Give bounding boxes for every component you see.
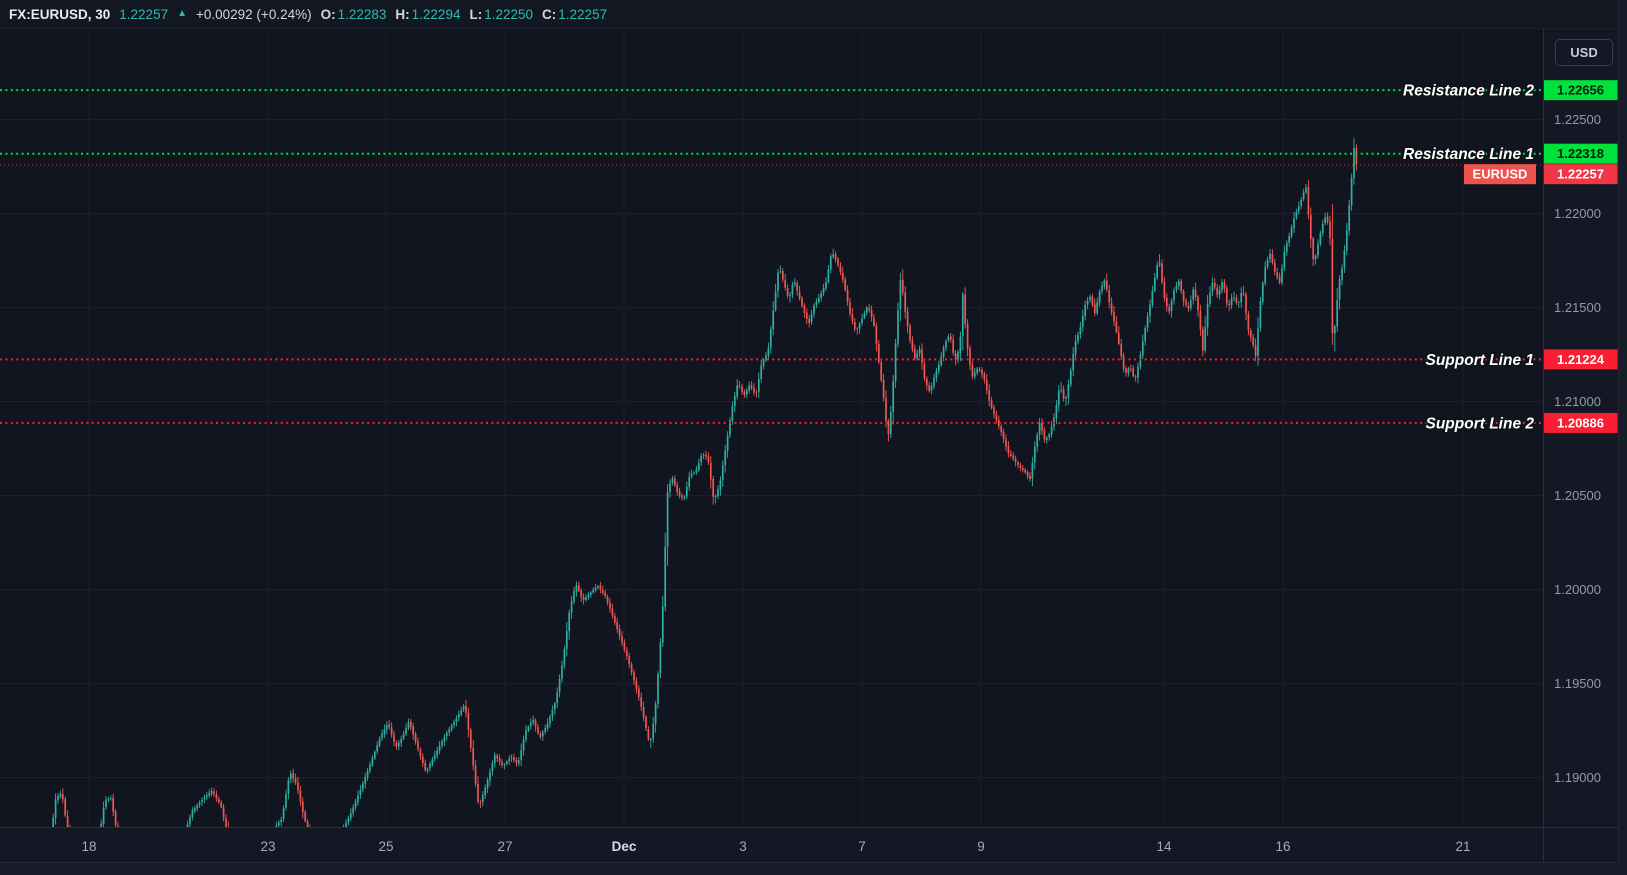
svg-text:1.22318: 1.22318: [1557, 146, 1604, 161]
price-axis[interactable]: 1.22500 1.22000 1.21500 1.21000 1.20500 1.200…: [1554, 112, 1601, 785]
current-price-line: EURUSD 1.22257: [0, 164, 1618, 185]
price-tick: 1.22000: [1554, 206, 1601, 221]
time-tick: 3: [739, 839, 747, 854]
ohlc-close: C: 1.22257: [542, 7, 607, 22]
level-support-line-1[interactable]: Support Line 1 1.21224: [0, 349, 1618, 370]
high-value: 1.22294: [411, 6, 461, 22]
up-triangle-icon: ▲: [177, 7, 187, 19]
high-label: H:: [395, 6, 410, 22]
low-value: 1.22250: [484, 6, 534, 22]
ohlc-high: H: 1.22294: [395, 7, 460, 22]
symbol-title[interactable]: FX:EURUSD, 30: [9, 6, 111, 22]
price-tick: 1.20500: [1554, 488, 1601, 503]
price-tick: 1.22500: [1554, 112, 1601, 127]
level-support-line-2[interactable]: Support Line 2 1.20886: [0, 412, 1618, 434]
current-price-badge: [1543, 164, 1618, 185]
time-axis[interactable]: 18 23 25 27 Dec 3 7 9 14 16 21: [81, 839, 1470, 854]
price-tick: 1.20000: [1554, 582, 1601, 597]
symbol-tag-label: EURUSD: [1473, 167, 1528, 182]
close-value: 1.22257: [558, 6, 608, 22]
time-tick: Dec: [612, 839, 637, 854]
level-price-badge: [1543, 412, 1618, 433]
price-tick: 1.19500: [1554, 676, 1601, 691]
time-tick: 14: [1156, 839, 1172, 854]
level-resistance-line-1[interactable]: Resistance Line 1 1.22318: [0, 143, 1618, 165]
time-tick: 25: [378, 839, 393, 854]
time-tick: 23: [260, 839, 275, 854]
svg-text:1.21224: 1.21224: [1557, 352, 1605, 367]
level-label-support-line-2: Support Line 2: [1426, 415, 1535, 432]
level-resistance-line-2[interactable]: Resistance Line 2 1.22656: [0, 80, 1618, 101]
time-tick: 21: [1455, 839, 1470, 854]
ohlc-open: O: 1.22283: [321, 7, 387, 22]
level-label-resistance-line-1: Resistance Line 1: [1403, 146, 1534, 163]
close-label: C:: [542, 6, 557, 22]
time-tick: 7: [858, 839, 866, 854]
level-label-support-line-1: Support Line 1: [1426, 352, 1535, 369]
chart-plot-area[interactable]: [0, 28, 1543, 827]
symbol-tag: [1464, 164, 1536, 185]
last-price: 1.22257: [119, 6, 169, 22]
level-label-resistance-line-2: Resistance Line 2: [1403, 83, 1534, 100]
level-price-badge: [1543, 80, 1618, 101]
time-tick: 16: [1275, 839, 1290, 854]
grid: [0, 28, 1543, 827]
time-tick: 9: [977, 839, 985, 854]
candles: [52, 138, 1358, 827]
ohlc-low: L: 1.22250: [469, 7, 533, 22]
chart-legend[interactable]: FX:EURUSD, 30 1.22257 ▲ +0.00292 (+0.24%…: [9, 0, 607, 28]
low-label: L:: [469, 6, 483, 22]
svg-text:1.22257: 1.22257: [1557, 167, 1604, 182]
open-value: 1.22283: [337, 6, 387, 22]
svg-text:1.20886: 1.20886: [1557, 415, 1604, 430]
price-tick: 1.21000: [1554, 394, 1601, 409]
currency-usd-button[interactable]: USD: [1555, 39, 1613, 66]
price-tick: 1.19000: [1554, 770, 1601, 785]
price-change: +0.00292 (+0.24%): [196, 6, 312, 22]
level-price-badge: [1543, 143, 1618, 164]
time-tick: 27: [497, 839, 512, 854]
price-tick: 1.21500: [1554, 300, 1601, 315]
time-tick: 18: [81, 839, 96, 854]
svg-text:1.22656: 1.22656: [1557, 83, 1604, 98]
level-price-badge: [1543, 349, 1618, 370]
axis-frame: [0, 28, 1618, 862]
open-label: O:: [320, 6, 336, 22]
